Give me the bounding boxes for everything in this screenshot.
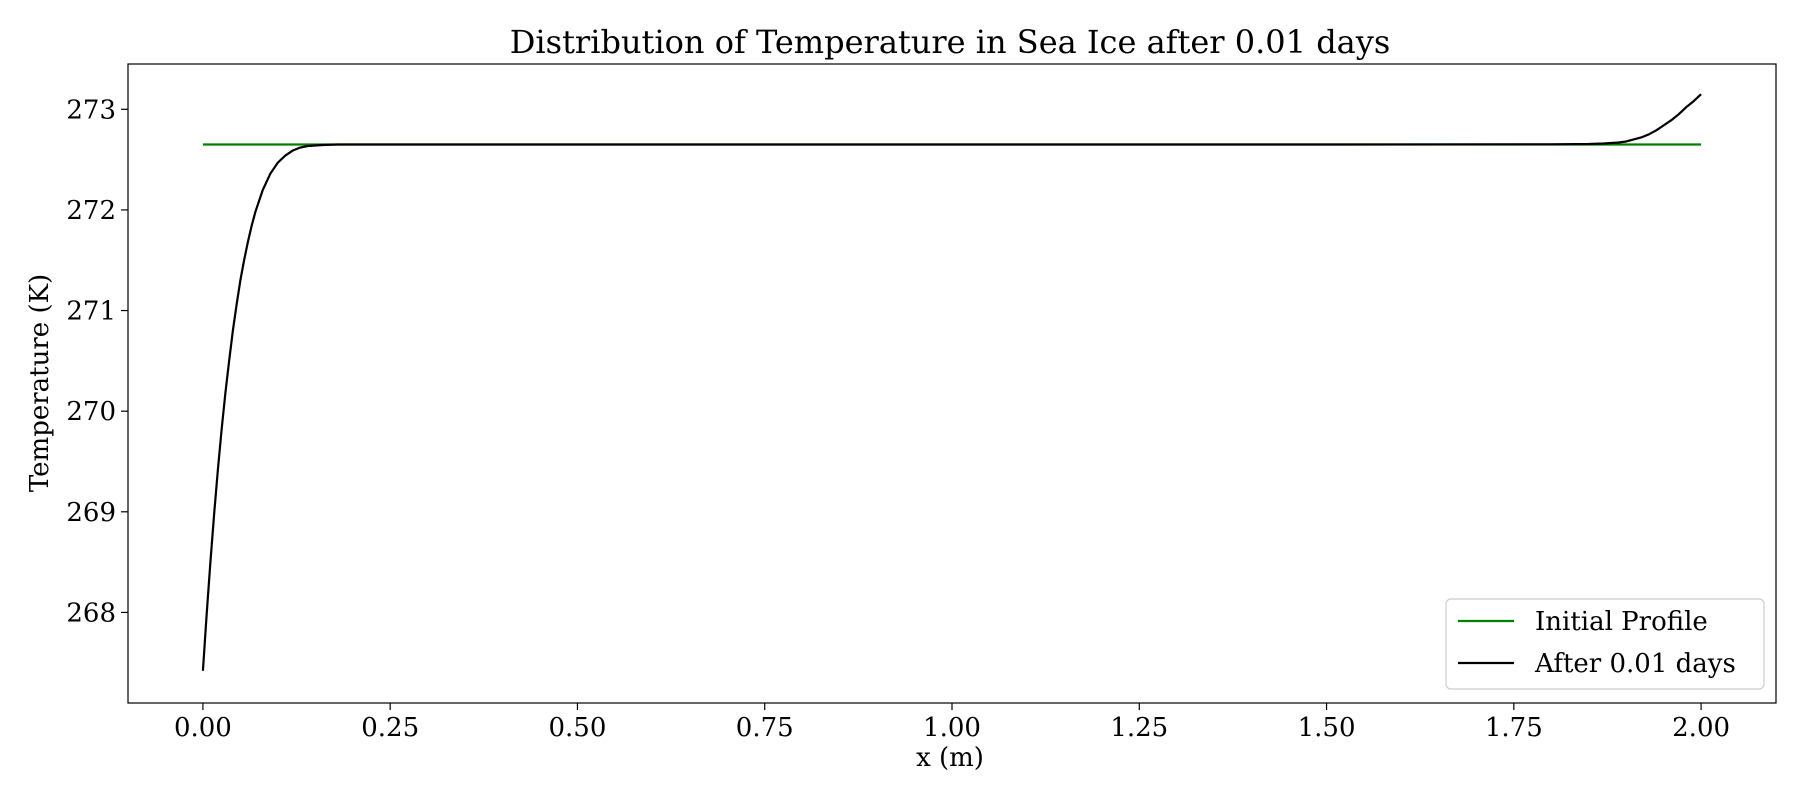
x-tick-label: 1.50 (1298, 713, 1356, 743)
x-tick-label: 0.50 (549, 713, 607, 743)
x-tick-label: 0.75 (736, 713, 794, 743)
x-tick-label: 1.00 (923, 713, 981, 743)
x-tick-label: 2.00 (1672, 713, 1730, 743)
chart-title: Distribution of Temperature in Sea Ice a… (510, 23, 1391, 61)
y-tick-label: 271 (66, 297, 116, 327)
y-tick-label: 272 (66, 196, 116, 226)
x-tick-label: 0.25 (361, 713, 419, 743)
x-axis-label: x (m) (916, 743, 984, 773)
x-tick-label: 0.00 (174, 713, 232, 743)
y-tick-label: 270 (66, 397, 116, 427)
x-tick-label: 1.25 (1110, 713, 1168, 743)
y-tick-label: 273 (66, 95, 116, 125)
plot-area: 0.00 0.25 0.50 0.75 1.00 1.25 1.50 1.75 2.00 268 2… (66, 63, 1777, 743)
y-tick-label: 269 (66, 498, 116, 528)
legend-label-1: Initial Profile (1535, 607, 1708, 637)
series-line-2 (201, 93, 1702, 671)
y-axis-label: Temperature (K) (25, 274, 55, 492)
x-tick-label: 1.75 (1485, 713, 1543, 743)
y-tick-label: 268 (66, 598, 116, 628)
legend: Initial Profile After 0.01 days (1445, 598, 1765, 690)
legend-label-2: After 0.01 days (1534, 649, 1736, 679)
legend-box (1445, 598, 1765, 690)
